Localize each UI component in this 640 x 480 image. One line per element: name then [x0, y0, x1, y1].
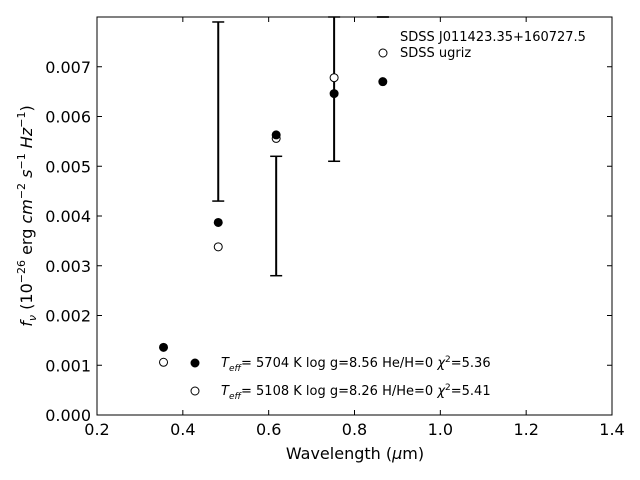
- y-tick-label: 0.000: [45, 406, 91, 425]
- fit-point: [329, 89, 339, 99]
- y-tick-label: 0.006: [45, 108, 91, 127]
- axis-tick-labels: 0.2 0.4 0.6 0.8 1.0 1.2 1.4 0.000 0.001 0.002 0.00…: [45, 58, 625, 439]
- x-tick-label: 0.4: [170, 420, 195, 439]
- legend-top: SDSS J011423.35+160727.5 SDSS ugriz: [377, 16, 586, 61]
- svg-text:fν (10−26 erg cm−2 s−1 Hz−1): fν (10−26 erg cm−2 s−1 Hz−1): [15, 105, 39, 326]
- x-tick-label: 0.8: [342, 420, 367, 439]
- x-tick-label: 1.0: [428, 420, 453, 439]
- ugriz-point: [159, 357, 169, 367]
- fit-point: [159, 342, 169, 352]
- fit-point: [378, 77, 388, 87]
- legend-fit1-label: Teff= 5704 K log g=8.56 He/H=0 χ2=5.36: [221, 355, 491, 374]
- legend-fit1-marker: [190, 358, 200, 368]
- y-tick-label: 0.004: [45, 207, 91, 226]
- legend-ugriz-label: SDSS ugriz: [400, 46, 471, 61]
- x-tick-label: 0.6: [256, 420, 281, 439]
- fit-point: [213, 217, 223, 227]
- y-tick-label: 0.005: [45, 157, 91, 176]
- legend-star-name: SDSS J011423.35+160727.5: [400, 30, 586, 45]
- legend-ugriz-marker: [378, 48, 388, 58]
- y-tick-label: 0.007: [45, 58, 91, 77]
- x-axis-label: Wavelength (μm): [286, 444, 424, 463]
- ugriz-point: [329, 73, 339, 83]
- x-tick-label: 1.2: [513, 420, 538, 439]
- marker-series: [159, 73, 388, 367]
- y-tick-label: 0.002: [45, 307, 91, 326]
- y-tick-label: 0.003: [45, 257, 91, 276]
- plot-frame: [96, 16, 613, 416]
- fit-point: [271, 130, 281, 140]
- ugriz-point: [213, 242, 223, 252]
- x-tick-label: 0.2: [84, 420, 109, 439]
- errorbar-series: [212, 16, 389, 277]
- legend-bottom: Teff= 5704 K log g=8.56 He/H=0 χ2=5.36 T…: [190, 355, 491, 402]
- y-axis-label: fν (10−26 erg cm−2 s−1 Hz−1): [15, 105, 39, 326]
- y-tick-label: 0.001: [45, 356, 91, 375]
- legend-fit2-label: Teff= 5108 K log g=8.26 H/He=0 χ2=5.41: [221, 383, 491, 402]
- legend-fit2-marker: [190, 386, 200, 396]
- x-tick-label: 1.4: [599, 420, 624, 439]
